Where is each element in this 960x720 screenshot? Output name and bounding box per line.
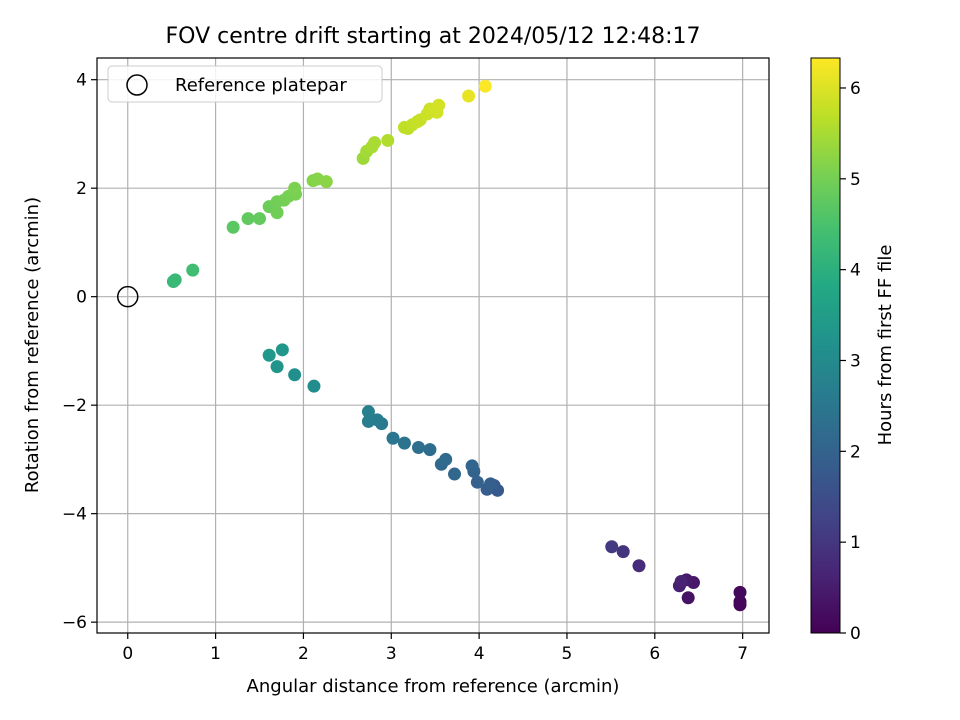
grid-lines xyxy=(97,58,769,633)
legend-entry-reference-platepar: Reference platepar xyxy=(175,75,347,96)
data-point xyxy=(386,431,400,445)
y-axis-ticks: −6 −4 −2 0 2 4 xyxy=(62,71,97,633)
data-point xyxy=(478,79,492,93)
data-point xyxy=(307,379,321,393)
data-point xyxy=(423,443,437,457)
x-tick-label: 4 xyxy=(474,644,485,664)
data-point xyxy=(275,343,289,357)
colorbar-tick-label: 5 xyxy=(850,170,861,190)
legend-box xyxy=(107,65,383,103)
data-point xyxy=(253,212,267,226)
data-point xyxy=(361,414,375,428)
data-point xyxy=(681,591,695,605)
colorbar-label: Hours from first FF file xyxy=(875,245,896,446)
data-point xyxy=(381,133,395,147)
data-point xyxy=(288,368,302,382)
data-point xyxy=(605,540,619,554)
x-axis-label: Angular distance from reference (arcmin) xyxy=(247,676,620,697)
chart-title: FOV centre drift starting at 2024/05/12 … xyxy=(166,24,701,49)
data-point xyxy=(241,212,255,226)
data-point xyxy=(262,348,276,362)
colorbar-tick-label: 4 xyxy=(850,261,861,281)
data-point xyxy=(432,98,446,112)
data-point xyxy=(186,263,200,277)
y-tick-label: −2 xyxy=(62,396,87,416)
data-point xyxy=(674,574,688,588)
data-point xyxy=(470,475,484,489)
data-point xyxy=(361,405,375,419)
data-points xyxy=(166,79,747,612)
data-point xyxy=(632,559,646,573)
y-axis-label: Rotation from reference (arcmin) xyxy=(22,197,43,493)
data-point xyxy=(616,545,630,559)
data-point xyxy=(319,175,333,189)
x-tick-label: 0 xyxy=(122,644,133,664)
data-point xyxy=(288,181,302,195)
x-axis-ticks: 0 1 2 3 4 5 6 7 xyxy=(122,633,748,664)
colorbar-tick-label: 1 xyxy=(850,533,861,553)
data-point xyxy=(270,206,284,220)
x-tick-label: 6 xyxy=(649,644,660,664)
data-point xyxy=(462,89,476,103)
colorbar-tick-label: 2 xyxy=(850,442,861,462)
legend: Reference platepar xyxy=(107,65,383,103)
data-point xyxy=(226,220,240,234)
data-point xyxy=(733,595,747,609)
data-point xyxy=(168,273,182,287)
reference-platepar-marker xyxy=(116,285,139,308)
colorbar-ticks: 0 1 2 3 4 5 6 xyxy=(840,79,861,644)
x-tick-label: 2 xyxy=(298,644,309,664)
plot-frame xyxy=(96,57,770,634)
data-point xyxy=(412,440,426,454)
y-tick-label: 2 xyxy=(76,179,87,199)
data-point xyxy=(439,452,453,466)
data-point xyxy=(397,436,411,450)
colorbar: 0 1 2 3 4 5 6 Hours from first FF file xyxy=(810,57,896,644)
y-tick-label: 0 xyxy=(76,288,87,308)
colorbar-gradient xyxy=(810,57,841,634)
x-tick-label: 3 xyxy=(386,644,397,664)
data-point xyxy=(465,459,479,473)
data-point xyxy=(733,585,747,599)
y-tick-label: −4 xyxy=(62,505,87,525)
y-tick-label: 4 xyxy=(76,71,87,91)
data-point xyxy=(270,360,284,374)
colorbar-tick-label: 6 xyxy=(850,79,861,99)
x-tick-label: 7 xyxy=(737,644,748,664)
y-tick-label: −6 xyxy=(62,613,87,633)
data-point xyxy=(484,477,498,491)
legend-hollow-circle-icon xyxy=(126,74,148,96)
x-tick-label: 5 xyxy=(562,644,573,664)
x-tick-label: 1 xyxy=(210,644,221,664)
colorbar-tick-label: 3 xyxy=(850,351,861,371)
data-point xyxy=(368,136,382,150)
colorbar-tick-label: 0 xyxy=(850,624,861,644)
data-point xyxy=(448,467,462,481)
